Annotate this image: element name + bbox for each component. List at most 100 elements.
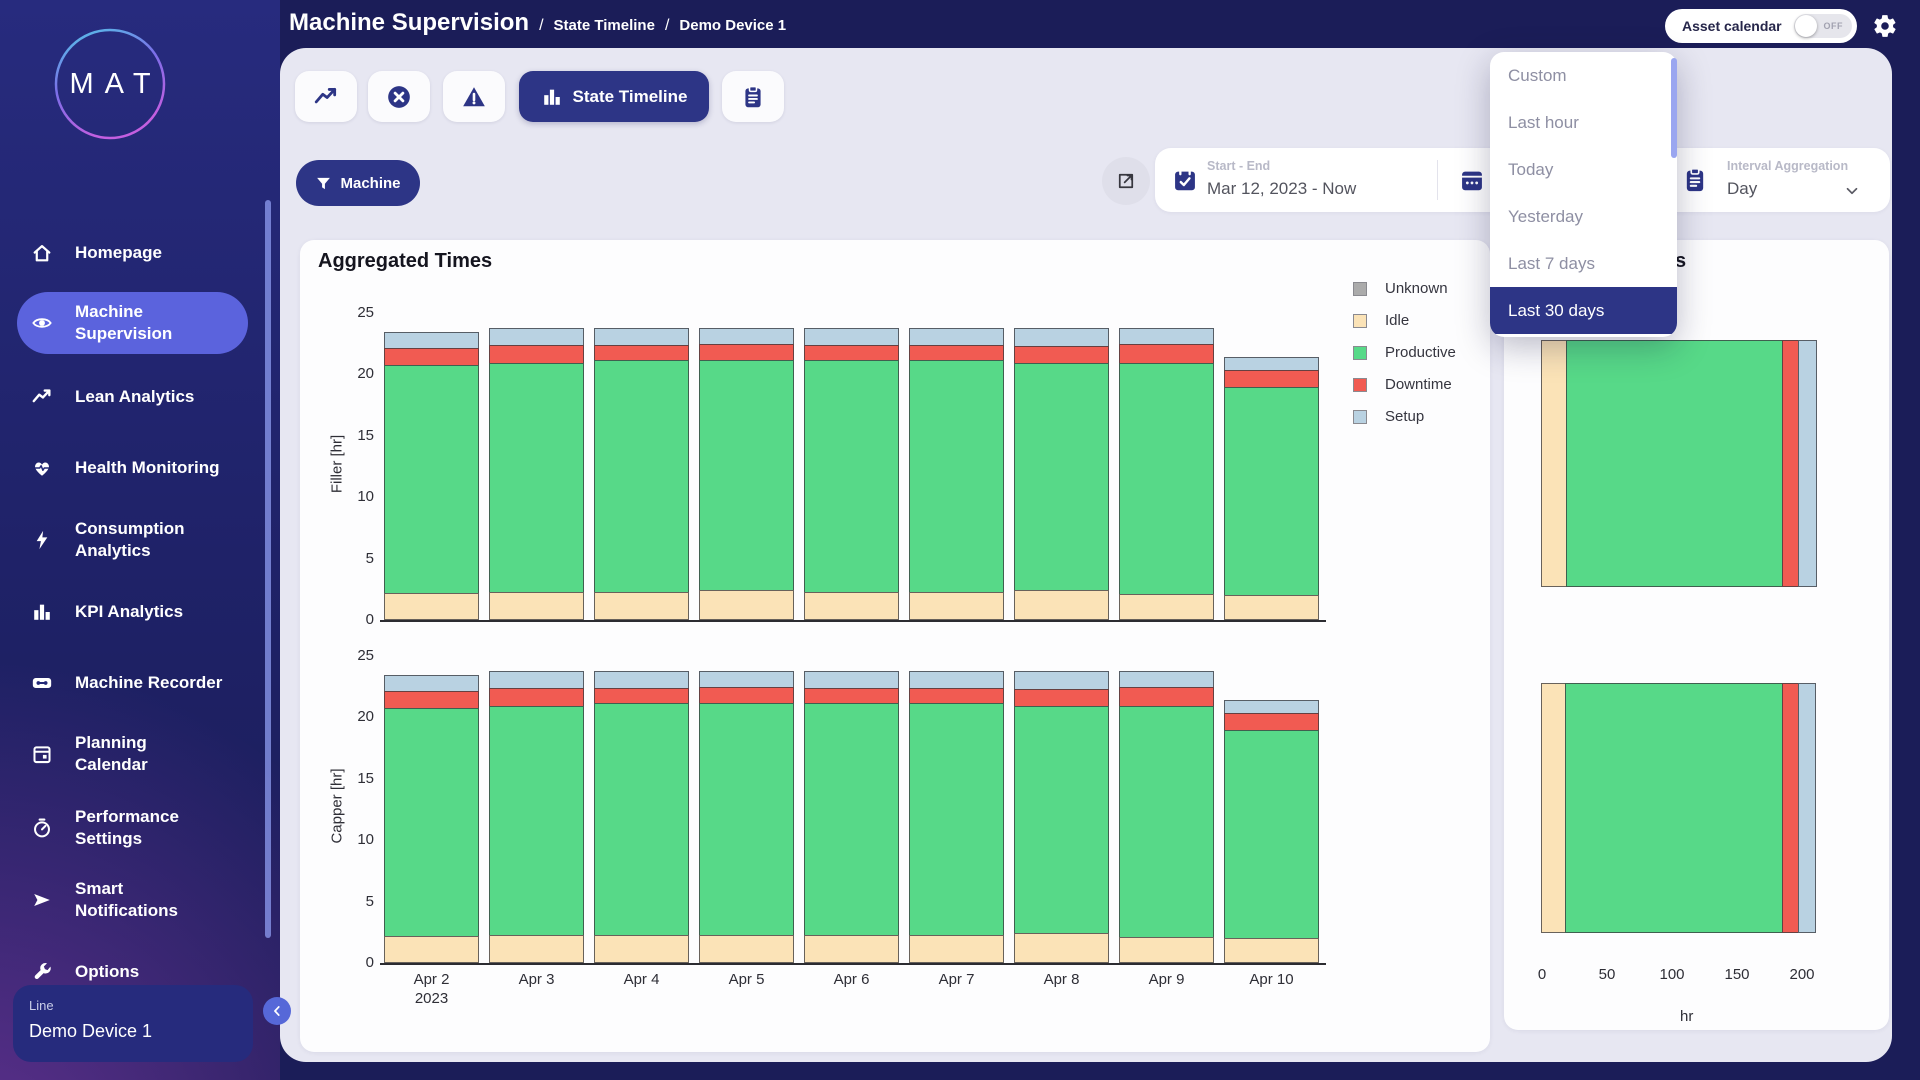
bar-segment-downtime	[489, 345, 584, 363]
stacked-bar-apr-5	[699, 668, 794, 963]
calendar-check-icon[interactable]	[1171, 166, 1199, 194]
tab-report[interactable]	[722, 71, 784, 122]
bar-segment-productive	[1224, 730, 1319, 939]
chevron-down-icon[interactable]	[1843, 182, 1861, 200]
stacked-bar-apr-4	[594, 668, 689, 963]
sidebar-item-label: Performance Settings	[75, 806, 179, 850]
tab-alarms[interactable]	[443, 71, 505, 122]
bar-segment-idle	[1541, 683, 1566, 933]
machine-filter-button[interactable]: Machine	[296, 160, 420, 206]
bar-segment-downtime	[594, 345, 689, 361]
sidebar-item-label: Smart Notifications	[75, 878, 178, 922]
divider	[1437, 160, 1438, 200]
x-tick-label: Apr 5	[700, 970, 794, 989]
home-icon	[31, 242, 53, 264]
sidebar-item-kpi-analytics[interactable]: KPI Analytics	[0, 582, 262, 642]
bar-segment-idle	[1119, 937, 1214, 963]
sidebar-item-label: Machine Recorder	[75, 672, 222, 694]
dropdown-option-custom[interactable]: Custom	[1490, 52, 1677, 99]
sidebar-item-planning-calendar[interactable]: Planning Calendar	[0, 724, 262, 784]
stacked-bar-apr-10	[1224, 354, 1319, 620]
y-tick-label: 0	[340, 611, 374, 628]
breadcrumb: Machine Supervision / State Timeline / D…	[289, 9, 786, 37]
sidebar-scrollbar[interactable]	[265, 200, 271, 938]
chevron-left-icon	[270, 1004, 284, 1018]
x-tick-label: Apr 8	[1015, 970, 1109, 989]
bar-segment-setup	[1224, 700, 1319, 714]
gauge-icon	[31, 817, 53, 839]
time-range-dropdown: CustomLast hourTodayYesterdayLast 7 days…	[1490, 52, 1677, 337]
legend-label: Downtime	[1385, 376, 1452, 393]
dropdown-scrollbar[interactable]	[1671, 58, 1677, 158]
legend-item-setup: Setup	[1353, 407, 1456, 426]
bar-segment-idle	[384, 936, 479, 963]
legend-label: Setup	[1385, 408, 1424, 425]
settings-gear-icon[interactable]	[1872, 13, 1898, 39]
breadcrumb-item-2[interactable]: Demo Device 1	[679, 17, 786, 34]
stacked-bar-apr-7	[909, 325, 1004, 620]
stacked-bar-apr-9	[1119, 668, 1214, 963]
legend-label: Productive	[1385, 344, 1456, 361]
sidebar-item-label: Planning Calendar	[75, 732, 148, 776]
eye-icon	[31, 312, 53, 334]
interval-aggregation-value[interactable]: Day	[1727, 179, 1757, 199]
device-panel[interactable]: Line Demo Device 1	[13, 985, 253, 1062]
y-tick-label: 20	[340, 365, 374, 382]
breadcrumb-item-1[interactable]: State Timeline	[554, 17, 655, 34]
legend-item-productive: Productive	[1353, 343, 1456, 362]
sidebar-item-health-monitoring[interactable]: Health Monitoring	[0, 438, 262, 498]
sidebar-item-performance-settings[interactable]: Performance Settings	[0, 798, 262, 858]
bar-segment-productive	[909, 703, 1004, 935]
stacked-bar-apr-4	[594, 325, 689, 620]
sidebar-item-smart-notifications[interactable]: Smart Notifications	[0, 870, 262, 930]
dropdown-option-last-30-days[interactable]: Last 30 days	[1490, 287, 1677, 334]
asset-calendar-toggle[interactable]: OFF	[1794, 14, 1852, 38]
legend-item-unknown: Unknown	[1353, 279, 1456, 298]
open-external-button[interactable]	[1102, 157, 1150, 205]
y-axis-label: Filler [hr]	[329, 435, 346, 493]
x-tick-label: 50	[1587, 966, 1627, 983]
bar-segment-downtime	[384, 348, 479, 366]
dropdown-option-today[interactable]: Today	[1490, 146, 1677, 193]
bar-segment-productive	[594, 360, 689, 592]
bars-icon	[31, 601, 53, 623]
sidebar-item-label: Consumption Analytics	[75, 518, 185, 562]
dropdown-option-last-hour[interactable]: Last hour	[1490, 99, 1677, 146]
bar-segment-setup	[699, 328, 794, 345]
sidebar-collapse-button[interactable]	[263, 997, 291, 1025]
start-end-value[interactable]: Mar 12, 2023 - Now	[1207, 179, 1356, 199]
bar-segment-downtime	[594, 688, 689, 704]
bar-segment-downtime	[384, 691, 479, 709]
x-tick-label: 0	[1522, 966, 1562, 983]
tab-trend[interactable]	[295, 71, 357, 122]
sidebar-item-label: Health Monitoring	[75, 457, 219, 479]
bar-segment-idle	[1014, 590, 1109, 620]
total-bar-2	[1542, 683, 1816, 933]
sidebar-item-machine-supervision[interactable]: Machine Supervision	[0, 293, 262, 353]
hr-axis-label: hr	[1680, 1008, 1693, 1025]
sidebar-item-consumption-analytics[interactable]: Consumption Analytics	[0, 510, 262, 570]
trend-icon	[31, 386, 53, 408]
bar-segment-idle	[489, 592, 584, 620]
sidebar-item-label: Machine Supervision	[75, 301, 172, 345]
logo-text: MAT	[54, 28, 166, 140]
dropdown-option-yesterday[interactable]: Yesterday	[1490, 193, 1677, 240]
tab-state-timeline[interactable]: State Timeline	[519, 71, 709, 122]
tab-errors[interactable]	[368, 71, 430, 122]
bar-segment-productive	[804, 360, 899, 592]
bar-segment-productive	[1224, 387, 1319, 596]
sidebar-item-homepage[interactable]: Homepage	[0, 223, 262, 283]
calendar-dots-icon[interactable]	[1458, 166, 1486, 194]
start-end-label: Start - End	[1207, 159, 1270, 173]
bar-segment-idle	[1541, 340, 1567, 587]
bar-segment-setup	[1014, 328, 1109, 348]
sidebar-item-machine-recorder[interactable]: Machine Recorder	[0, 653, 262, 713]
x-tick-label: 200	[1782, 966, 1822, 983]
bar-segment-downtime	[699, 344, 794, 361]
stacked-bar-apr-2	[384, 671, 479, 963]
dropdown-option-last-7-days[interactable]: Last 7 days	[1490, 240, 1677, 287]
sidebar-item-lean-analytics[interactable]: Lean Analytics	[0, 367, 262, 427]
bar-segment-setup	[1119, 671, 1214, 688]
bar-segment-idle	[909, 935, 1004, 963]
legend-label: Unknown	[1385, 280, 1448, 297]
